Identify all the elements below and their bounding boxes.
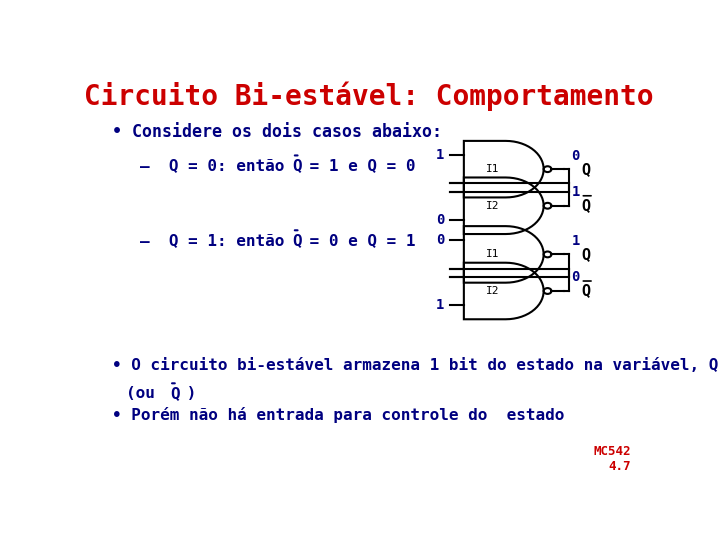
Text: 1: 1 xyxy=(436,148,444,162)
Text: (ou: (ou xyxy=(126,386,165,401)
Text: 1: 1 xyxy=(572,234,580,248)
Text: = 1 e Q = 0: = 1 e Q = 0 xyxy=(300,158,415,173)
Text: 1: 1 xyxy=(436,298,444,312)
Text: Q: Q xyxy=(170,386,179,401)
Text: Q: Q xyxy=(582,198,590,213)
Text: Q: Q xyxy=(292,158,302,173)
Text: I1: I1 xyxy=(486,164,500,174)
Text: I2: I2 xyxy=(486,286,500,296)
Text: 0: 0 xyxy=(436,213,444,227)
Text: Q: Q xyxy=(292,233,302,248)
Text: MC542
4.7: MC542 4.7 xyxy=(594,445,631,473)
Text: Q: Q xyxy=(582,284,590,299)
Text: • Considere os dois casos abaixo:: • Considere os dois casos abaixo: xyxy=(112,123,442,141)
Text: • Porém não há entrada para controle do  estado: • Porém não há entrada para controle do … xyxy=(112,407,564,423)
Text: ): ) xyxy=(177,386,197,401)
Text: I2: I2 xyxy=(486,201,500,211)
Text: = 0 e Q = 1: = 0 e Q = 1 xyxy=(300,233,415,248)
Text: –  Q = 0: então: – Q = 0: então xyxy=(140,158,294,173)
Text: 0: 0 xyxy=(436,233,444,247)
Text: 0: 0 xyxy=(572,148,580,163)
Text: • O circuito bi-estável armazena 1 bit do estado na variável, Q: • O circuito bi-estável armazena 1 bit d… xyxy=(112,358,719,373)
Text: Q: Q xyxy=(582,161,590,177)
Text: 1: 1 xyxy=(572,185,580,199)
Text: 0: 0 xyxy=(572,271,580,285)
Text: Q: Q xyxy=(582,247,590,262)
Text: I1: I1 xyxy=(486,249,500,259)
Text: Circuito Bi-estável: Comportamento: Circuito Bi-estável: Comportamento xyxy=(84,82,654,111)
Text: –  Q = 1: então: – Q = 1: então xyxy=(140,233,294,248)
